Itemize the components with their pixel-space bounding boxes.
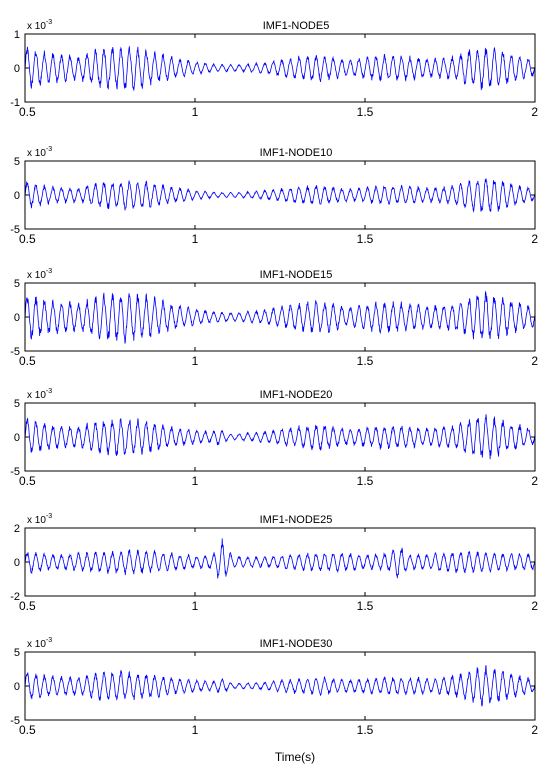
x-tick-label: 0.5 bbox=[19, 723, 36, 737]
y-tick-label: 0 bbox=[14, 681, 20, 693]
x-tick-label: 1 bbox=[192, 232, 199, 246]
x-tick-label: 2 bbox=[531, 105, 538, 119]
y-tick-label: 0 bbox=[14, 190, 20, 202]
y-tick-label: 5 bbox=[14, 156, 20, 168]
y-tick-label: -2 bbox=[10, 591, 20, 603]
x-tick-label: 0.5 bbox=[19, 354, 36, 368]
subplot-title: IMF1-NODE30 bbox=[260, 638, 333, 650]
subplot-title: IMF1-NODE10 bbox=[260, 147, 333, 159]
exponent-label: x 10-3 bbox=[27, 513, 52, 526]
exponent-label: x 10-3 bbox=[27, 268, 52, 281]
exponent-label: x 10-3 bbox=[27, 19, 52, 32]
subplot-6: IMF1-NODE30 x 10-3 -5 0 5 0.5 1 1.5 2 bbox=[10, 637, 538, 737]
x-tick-label: 2 bbox=[531, 723, 538, 737]
signal-line bbox=[24, 665, 536, 707]
x-tick-label: 2 bbox=[531, 354, 538, 368]
x-tick-label: 2 bbox=[531, 474, 538, 488]
x-tick-label: 1.5 bbox=[357, 723, 374, 737]
x-tick-label: 0.5 bbox=[19, 105, 36, 119]
x-tick-label: 1 bbox=[192, 474, 199, 488]
signal-line bbox=[24, 538, 536, 579]
x-tick-label: 1 bbox=[192, 105, 199, 119]
y-tick-label: 2 bbox=[14, 523, 20, 535]
x-tick-label: 0.5 bbox=[19, 474, 36, 488]
y-tick-label: 5 bbox=[14, 398, 20, 410]
exponent-label: x 10-3 bbox=[27, 637, 52, 650]
x-tick-label: 2 bbox=[531, 599, 538, 613]
exponent-label: x 10-3 bbox=[27, 146, 52, 159]
x-tick-label: 1 bbox=[192, 723, 199, 737]
x-axis-label: Time(s) bbox=[275, 750, 315, 764]
subplot-title: IMF1-NODE20 bbox=[260, 389, 333, 401]
x-tick-label: 1.5 bbox=[357, 105, 374, 119]
x-tick-label: 1.5 bbox=[357, 354, 374, 368]
exponent-label: x 10-3 bbox=[27, 388, 52, 401]
subplot-1: IMF1-NODE5 x 10-3 -1 0 1 0.5 1 1.5 2 bbox=[10, 19, 538, 119]
subplot-title: IMF1-NODE25 bbox=[260, 514, 333, 526]
y-tick-label: 1 bbox=[14, 29, 20, 41]
x-tick-label: 2 bbox=[531, 232, 538, 246]
y-tick-label: 0 bbox=[14, 432, 20, 444]
y-tick-label: -1 bbox=[10, 97, 20, 109]
x-tick-label: 0.5 bbox=[19, 599, 36, 613]
y-tick-label: 0 bbox=[14, 63, 20, 75]
y-tick-label: -5 bbox=[10, 466, 20, 478]
y-tick-label: -5 bbox=[10, 346, 20, 358]
x-tick-label: 1 bbox=[192, 354, 199, 368]
x-tick-label: 1.5 bbox=[357, 599, 374, 613]
y-tick-label: -5 bbox=[10, 224, 20, 236]
x-tick-label: 1.5 bbox=[357, 232, 374, 246]
x-tick-label: 1 bbox=[192, 599, 199, 613]
subplot-2: IMF1-NODE10 x 10-3 -5 0 5 0.5 1 1.5 2 bbox=[10, 146, 538, 246]
signal-line bbox=[24, 414, 536, 460]
y-tick-label: 0 bbox=[14, 557, 20, 569]
signal-line bbox=[24, 178, 536, 213]
y-tick-label: 5 bbox=[14, 647, 20, 659]
subplot-4: IMF1-NODE20 x 10-3 -5 0 5 0.5 1 1.5 2 bbox=[10, 388, 538, 488]
subplot-5: IMF1-NODE25 x 10-3 -2 0 2 0.5 1 1.5 2 bbox=[10, 513, 538, 613]
y-tick-label: 0 bbox=[14, 312, 20, 324]
signal-line bbox=[24, 45, 536, 91]
y-tick-label: 5 bbox=[14, 278, 20, 290]
signal-line bbox=[24, 290, 536, 344]
x-tick-label: 1.5 bbox=[357, 474, 374, 488]
subplot-3: IMF1-NODE15 x 10-3 -5 0 5 0.5 1 1.5 2 bbox=[10, 268, 538, 368]
x-tick-label: 0.5 bbox=[19, 232, 36, 246]
y-tick-label: -5 bbox=[10, 715, 20, 727]
subplot-title: IMF1-NODE15 bbox=[260, 269, 333, 281]
subplot-title: IMF1-NODE5 bbox=[263, 20, 330, 32]
